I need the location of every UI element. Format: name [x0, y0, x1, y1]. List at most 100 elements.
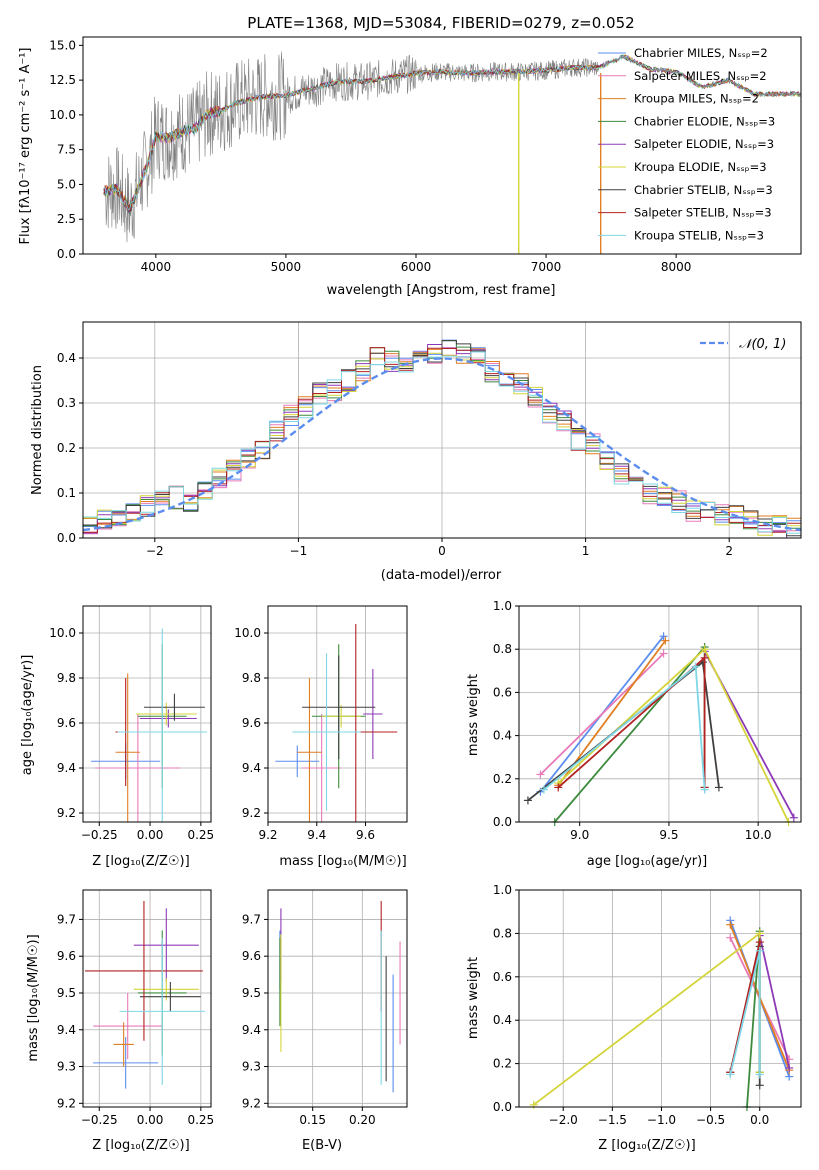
normal-curve-line — [83, 357, 801, 532]
x-tick-label: 0.25 — [187, 828, 214, 842]
legend-label: Salpeter ELODIE, Nₛₛₚ=3 — [634, 137, 774, 151]
legend-label: Salpeter MILES, Nₛₛₚ=2 — [634, 69, 767, 83]
spectrum-lines — [103, 51, 801, 254]
x-tick-label: 0.00 — [137, 828, 164, 842]
age-z-y-label: age [log₁₀(age/yr)] — [20, 655, 35, 776]
y-tick-label: 10.0 — [49, 108, 76, 122]
y-tick-label: 9.7 — [57, 912, 76, 926]
y-tick-label: 10.0 — [234, 626, 261, 640]
x-tick-label: 9.5 — [659, 828, 678, 842]
y-tick-label: 0.8 — [493, 926, 512, 940]
plot-frame — [518, 889, 802, 1108]
y-tick-label: 9.2 — [242, 1096, 261, 1110]
spectrum-panel: PLATE=1368, MJD=53084, FIBERID=0279, z=0… — [18, 14, 802, 298]
plot-frame — [267, 605, 408, 823]
legend-label: Chabrier ELODIE, Nₛₛₚ=3 — [634, 114, 775, 128]
x-tick-label: 1 — [582, 544, 590, 558]
x-tick-label: 2 — [725, 544, 733, 558]
weight-series-line — [758, 935, 791, 1069]
chart-title: PLATE=1368, MJD=53084, FIBERID=0279, z=0… — [247, 14, 634, 32]
histogram-step-line — [83, 347, 801, 533]
histogram-lines — [83, 339, 801, 538]
mass-vs-extinction-panel: E(B-V) 0.15 0.20 9.2 9.3 9.4 9.5 9.6 9.7 — [242, 889, 408, 1153]
y-tick-label: 9.7 — [242, 912, 261, 926]
weight-lines — [529, 916, 794, 1111]
mass-z-x-label: Z [log₁₀(Z/Z☉)] — [92, 1138, 189, 1153]
residuals-legend: 𝒩(0, 1) — [700, 337, 786, 352]
x-tick-label: 4000 — [141, 260, 172, 274]
age-vs-mass-panel: mass [log₁₀(M/M☉)] 9.2 9.4 9.6 9.2 9.4 9.6 9.8… — [234, 605, 408, 869]
y-tick-label: 0.4 — [493, 1013, 512, 1027]
x-tick-label: 5000 — [271, 260, 302, 274]
x-tick-label: 8000 — [661, 260, 692, 274]
y-tick-label: 9.8 — [242, 671, 261, 685]
weight-age-x-label: age [log₁₀(age/yr)] — [587, 854, 708, 869]
y-tick-label: 0.2 — [57, 441, 76, 455]
y-tick-label: 15.0 — [49, 38, 76, 52]
y-tick-label: 9.6 — [57, 716, 76, 730]
y-tick-label: 9.2 — [57, 806, 76, 820]
y-tick-label: 12.5 — [49, 73, 76, 87]
errorbar-group — [279, 901, 401, 1093]
x-tick-label: 0.0 — [750, 1113, 769, 1127]
observed-spectrum-tail — [600, 56, 801, 95]
legend-label: Kroupa MILES, Nₛₛₚ=2 — [634, 92, 759, 106]
y-tick-label: 9.3 — [242, 1060, 261, 1074]
y-tick-label: 9.8 — [57, 671, 76, 685]
legend-normal-label: 𝒩(0, 1) — [739, 337, 786, 352]
legend-label: Chabrier STELIB, Nₛₛₚ=3 — [634, 183, 773, 197]
grid-lines — [519, 605, 801, 823]
y-tick-label: 0.3 — [57, 396, 76, 410]
plot-frame — [267, 889, 408, 1108]
mass-z-y-label: mass [log₁₀(M/M☉)] — [26, 934, 41, 1061]
x-tick-label: 9.2 — [258, 828, 277, 842]
weight-vs-metallicity-panel: Z [log₁₀(Z/Z☉)] mass weight −2.0 −1.5 −1.0… — [466, 883, 802, 1153]
x-tick-label: −0.25 — [81, 1113, 118, 1127]
residuals-panel: (data-model)/error Normed distribution −… — [30, 321, 802, 583]
y-tick-label: 0.0 — [493, 815, 512, 829]
x-tick-label: 0.15 — [299, 1113, 326, 1127]
weight-z-x-label: Z [log₁₀(Z/Z☉)] — [598, 1138, 695, 1153]
y-tick-label: 5.0 — [57, 177, 76, 191]
y-tick-label: 9.2 — [57, 1096, 76, 1110]
mass-ebv-x-label: E(B-V) — [302, 1138, 342, 1153]
y-tick-label: 9.4 — [57, 761, 76, 775]
y-tick-label: 0.0 — [57, 531, 76, 545]
x-tick-label: 0.25 — [187, 1113, 214, 1127]
age-vs-metallicity-panel: Z [log₁₀(Z/Z☉)] age [log₁₀(age/yr)] −0.2… — [20, 605, 214, 869]
y-tick-label: 9.4 — [57, 1023, 76, 1037]
y-tick-label: 0.6 — [493, 685, 512, 699]
residuals-y-label: Normed distribution — [30, 365, 45, 495]
weight-series-line — [554, 644, 706, 823]
y-tick-label: 9.4 — [242, 1023, 261, 1037]
x-tick-label: −1.0 — [647, 1113, 676, 1127]
x-tick-label: 0.00 — [137, 1113, 164, 1127]
weight-lines — [523, 632, 798, 826]
grid-lines — [268, 890, 407, 1107]
y-tick-label: 9.3 — [57, 1060, 76, 1074]
weight-series-line — [539, 652, 665, 776]
grid-lines — [267, 606, 407, 822]
y-tick-label: 7.5 — [57, 143, 76, 157]
x-tick-label: −1 — [290, 544, 308, 558]
histogram-step-line — [83, 340, 801, 537]
errorbar-group — [85, 901, 205, 1089]
x-tick-label: −1.5 — [598, 1113, 627, 1127]
y-tick-label: 0.2 — [493, 772, 512, 786]
spectrum-legend: Chabrier MILES, Nₛₛₚ=2 Salpeter MILES, Nₛ… — [598, 46, 775, 242]
age-z-x-label: Z [log₁₀(Z/Z☉)] — [92, 854, 189, 869]
plot-frame — [518, 605, 802, 823]
x-tick-label: −0.5 — [696, 1113, 725, 1127]
mass-vs-metallicity-panel: Z [log₁₀(Z/Z☉)] mass [log₁₀(M/M☉)] −0.25… — [26, 889, 214, 1153]
spectrum-x-label: wavelength [Angstrom, rest frame] — [327, 283, 556, 298]
residuals-x-label: (data-model)/error — [381, 568, 502, 583]
x-tick-label: 7000 — [531, 260, 562, 274]
plot-frame — [82, 605, 212, 823]
legend-label: Chabrier MILES, Nₛₛₚ=2 — [634, 46, 768, 60]
x-tick-label: −0.25 — [81, 828, 118, 842]
x-tick-label: 10.0 — [745, 828, 772, 842]
y-tick-label: 9.5 — [57, 986, 76, 1000]
weight-vs-age-panel: age [log₁₀(age/yr)] mass weight 9.0 9.5 10… — [466, 599, 802, 869]
y-tick-label: 1.0 — [493, 883, 512, 897]
